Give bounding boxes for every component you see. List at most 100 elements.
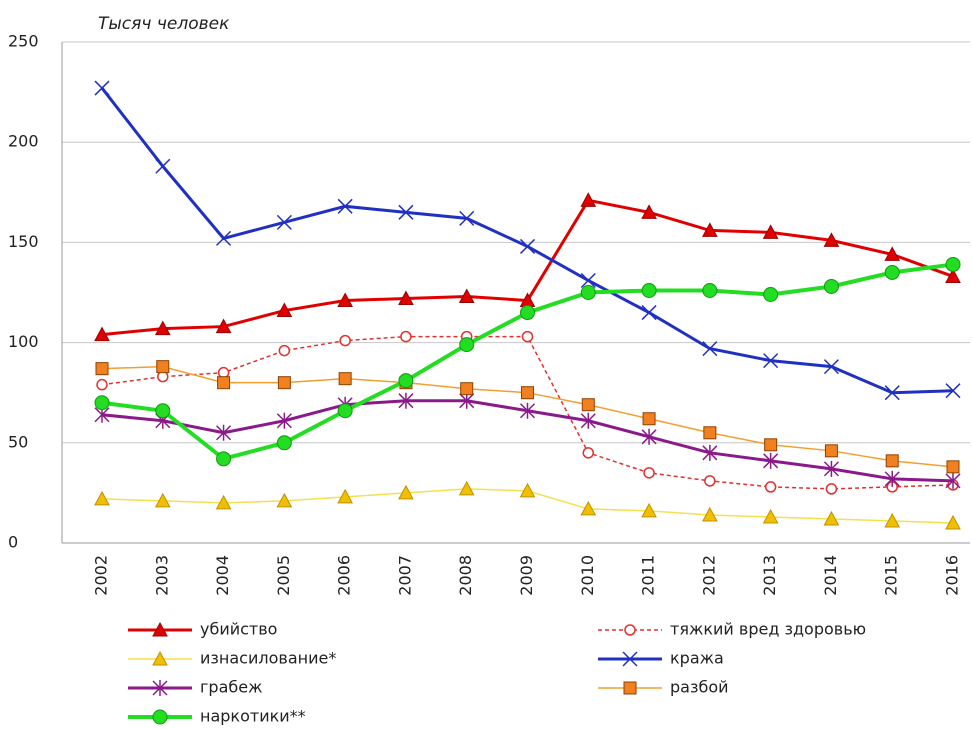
marker-shape — [216, 230, 232, 246]
marker — [459, 337, 475, 353]
y-tick-label: 250 — [8, 32, 39, 51]
marker — [152, 709, 168, 725]
marker — [642, 412, 656, 426]
marker-shape — [217, 366, 230, 379]
marker — [94, 490, 110, 506]
marker-shape — [764, 438, 778, 452]
legend-item: разбой — [598, 678, 729, 697]
marker — [459, 392, 475, 409]
x-tick-label: 2011 — [639, 555, 658, 596]
marker-shape — [459, 337, 475, 353]
x-tick-label: 2010 — [578, 555, 597, 596]
legend-item: изнасилование* — [128, 649, 336, 668]
marker — [702, 282, 718, 298]
x-tick-label: 2013 — [760, 555, 779, 596]
marker — [623, 681, 637, 695]
marker — [156, 360, 170, 374]
y-tick-label: 0 — [8, 533, 18, 552]
marker-shape — [763, 452, 779, 469]
marker-shape — [337, 198, 353, 214]
marker — [580, 500, 597, 516]
marker-shape — [276, 214, 292, 230]
marker-shape — [459, 210, 475, 226]
marker-shape — [823, 232, 840, 247]
marker — [216, 230, 232, 246]
marker — [155, 158, 171, 174]
marker-shape — [580, 272, 596, 289]
x-tick-label: 2004 — [213, 555, 232, 596]
marker — [216, 451, 232, 467]
marker-shape — [94, 326, 110, 342]
marker-shape — [276, 435, 292, 451]
marker — [519, 482, 536, 498]
marker-shape — [152, 650, 168, 666]
marker — [96, 378, 108, 391]
marker — [641, 204, 657, 219]
marker-shape — [946, 460, 960, 474]
marker-shape — [458, 288, 475, 304]
marker — [521, 386, 534, 400]
marker — [152, 621, 168, 637]
marker-shape — [884, 470, 900, 487]
marker-shape — [339, 334, 351, 347]
marker-shape — [641, 305, 657, 321]
marker — [884, 470, 900, 487]
marker — [400, 330, 412, 343]
marker — [945, 514, 961, 530]
legend-label: изнасилование* — [200, 649, 336, 668]
legend-item: убийство — [128, 620, 277, 639]
marker-shape — [398, 290, 414, 306]
marker-shape — [459, 392, 475, 409]
legend-label: убийство — [200, 620, 277, 639]
marker-shape — [155, 158, 171, 174]
marker-shape — [580, 192, 597, 207]
marker — [276, 435, 292, 451]
y-tick-label: 200 — [8, 132, 39, 151]
marker-shape — [152, 621, 168, 637]
marker — [884, 264, 900, 280]
marker-shape — [337, 403, 353, 419]
marker-shape — [581, 398, 595, 412]
legend-label: наркотики** — [200, 707, 306, 726]
marker-shape — [521, 330, 534, 343]
x-tick-label: 2016 — [943, 555, 962, 596]
x-tick-label: 2009 — [517, 555, 536, 596]
marker — [152, 680, 168, 696]
marker — [704, 475, 716, 487]
marker — [277, 376, 291, 390]
marker — [764, 438, 778, 452]
marker — [823, 232, 840, 247]
marker-shape — [398, 204, 414, 220]
marker-shape — [215, 494, 232, 510]
marker-shape — [641, 428, 657, 445]
marker-shape — [96, 378, 108, 391]
marker — [762, 224, 779, 239]
marker — [458, 288, 475, 304]
marker — [641, 282, 657, 298]
marker-shape — [764, 481, 777, 493]
marker-shape — [622, 651, 638, 667]
marker-shape — [641, 282, 657, 298]
marker — [459, 210, 475, 226]
marker-shape — [623, 681, 637, 695]
marker — [398, 484, 414, 500]
x-tick-label: 2012 — [699, 555, 718, 596]
marker — [519, 238, 536, 254]
marker — [94, 326, 110, 342]
marker — [580, 285, 596, 300]
marker — [398, 204, 414, 220]
marker — [624, 624, 636, 636]
marker — [641, 428, 657, 445]
marker-shape — [702, 444, 718, 461]
marker-shape — [519, 402, 536, 419]
marker-shape — [458, 480, 475, 496]
marker — [337, 198, 353, 214]
marker-shape — [94, 80, 110, 96]
marker-shape — [155, 403, 171, 419]
marker-shape — [217, 376, 231, 390]
legend-label: грабеж — [200, 678, 263, 697]
marker-shape — [762, 224, 779, 239]
marker-shape — [641, 204, 657, 219]
marker-shape — [580, 412, 596, 429]
